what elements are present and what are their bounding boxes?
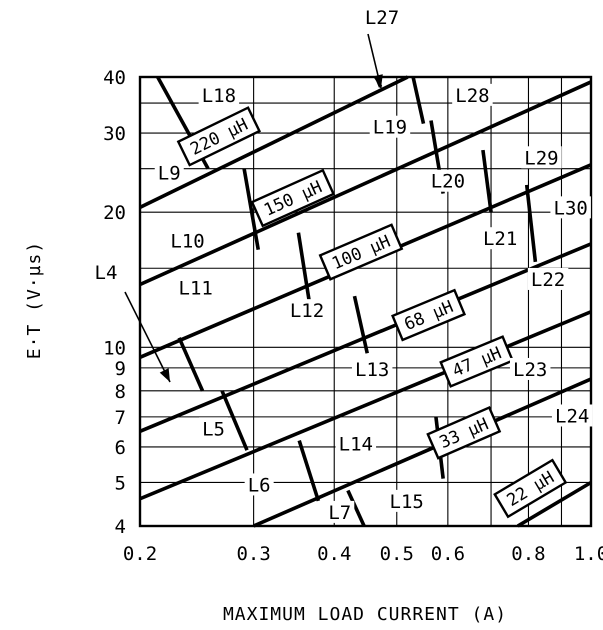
region-boundary — [352, 295, 369, 354]
inductance-line — [516, 480, 592, 528]
inductance-line — [252, 377, 592, 528]
region-label: L13 — [355, 359, 389, 381]
region-label-bg — [509, 357, 551, 380]
region-boundary — [481, 149, 493, 213]
y-tick-label: 40 — [103, 67, 126, 89]
region-label: L21 — [483, 228, 517, 250]
region-label-bg — [550, 196, 591, 219]
region-boundary — [296, 232, 313, 313]
region-label: L6 — [248, 474, 271, 496]
inductance-line — [139, 242, 592, 433]
region-boundary — [220, 390, 249, 451]
inductance-label-box — [439, 335, 515, 388]
region-label: L18 — [202, 85, 236, 107]
region-label-bg — [167, 229, 208, 252]
inductance-label-box — [176, 106, 262, 167]
annotation-label: L4 — [95, 262, 118, 284]
inductance-label-box — [318, 223, 404, 281]
y-tick-label: 6 — [115, 437, 126, 459]
x-tick-label: 0.5 — [380, 543, 414, 565]
region-label-bg — [198, 83, 240, 106]
inductance-line — [139, 75, 409, 209]
y-tick-label: 10 — [103, 337, 126, 359]
region-label: L12 — [290, 300, 324, 322]
x-tick-label: 0.2 — [123, 543, 157, 565]
y-tick-label: 8 — [115, 381, 126, 403]
region-label: L23 — [513, 359, 547, 381]
region-label: L22 — [531, 269, 565, 291]
y-tick-label: 20 — [103, 202, 126, 224]
y-tick-label: 7 — [115, 407, 126, 429]
region-label-bg — [452, 83, 493, 106]
region-label-bg — [386, 489, 427, 512]
region-label-bg — [551, 404, 593, 427]
x-tick-labels: 0.2 0.3 0.4 0.5 0.6 0.8 1.0 — [123, 543, 603, 565]
annotations: L27 L4 — [95, 7, 399, 383]
region-label: L20 — [431, 171, 465, 193]
x-tick-label: 0.8 — [511, 543, 545, 565]
region-label: L24 — [555, 405, 589, 427]
annotation-arrow-line — [124, 291, 171, 383]
region-label-bg — [244, 473, 274, 496]
annotation-arrowhead — [159, 368, 170, 382]
y-tick-label: 4 — [115, 516, 126, 538]
region-boundary — [524, 184, 538, 263]
inductance-label: 33 µH — [426, 405, 502, 460]
inductance-label-box — [250, 168, 336, 228]
region-label-bg — [325, 500, 355, 523]
region-boundary — [177, 337, 205, 392]
inductance-label-box — [391, 288, 467, 342]
inductance-label: 68 µH — [391, 288, 467, 342]
region-label: L15 — [390, 491, 424, 513]
x-axis-label: MAXIMUM LOAD CURRENT (A) — [223, 604, 507, 625]
annotation-label: L27 — [365, 7, 399, 29]
inductance-line — [139, 80, 592, 287]
region-boundary — [346, 489, 366, 527]
y-tick-label: 9 — [115, 358, 126, 380]
region-label-bg — [369, 115, 411, 138]
inductance-label: 22 µH — [493, 458, 568, 519]
inductance-label: 47 µH — [439, 335, 515, 388]
region-labels: L18 L9 L19 L28 L29 L20 L30 L10 L21 L11 L22 L12 L13 L2… — [154, 83, 593, 524]
region-label-bg — [479, 227, 521, 250]
region-boundary — [411, 76, 426, 124]
annotation-arrowhead — [373, 74, 383, 88]
region-boundary — [242, 168, 261, 250]
inductance-line — [139, 310, 592, 501]
region-label-bg — [351, 357, 393, 380]
x-tick-label: 0.3 — [236, 543, 270, 565]
region-label: L9 — [158, 163, 181, 185]
region-label-bg — [521, 146, 562, 169]
region-label: L29 — [524, 147, 558, 169]
region-label-bg — [175, 276, 216, 299]
x-tick-label: 0.4 — [317, 543, 351, 565]
y-tick-label: 5 — [115, 472, 126, 494]
x-tick-label: 0.6 — [431, 543, 465, 565]
region-label-bg — [154, 161, 184, 184]
x-tick-label: 1.0 — [574, 543, 603, 565]
plot-frame — [138, 75, 593, 528]
region-label-bg — [527, 267, 569, 290]
region-label: L14 — [339, 434, 373, 456]
region-label-bg — [286, 299, 328, 322]
region-label: L5 — [202, 418, 225, 440]
region-label-bg — [427, 169, 469, 192]
y-tick-label: 30 — [103, 123, 126, 145]
region-label: L30 — [554, 197, 588, 219]
region-boundary — [297, 439, 321, 502]
y-axis-label: E·T (V·µs) — [24, 241, 45, 359]
inductance-label-box — [426, 405, 502, 460]
region-label: L19 — [373, 117, 407, 139]
region-label: L7 — [328, 502, 351, 524]
region-label-bg — [335, 432, 377, 455]
region-label: L28 — [455, 85, 489, 107]
inductance-lines — [139, 75, 592, 528]
inductance-label-box — [493, 458, 568, 519]
region-label-bg — [199, 417, 229, 440]
region-label: L10 — [170, 230, 204, 252]
inductance-label: 100 µH — [318, 223, 404, 281]
region-label: L11 — [179, 277, 213, 299]
